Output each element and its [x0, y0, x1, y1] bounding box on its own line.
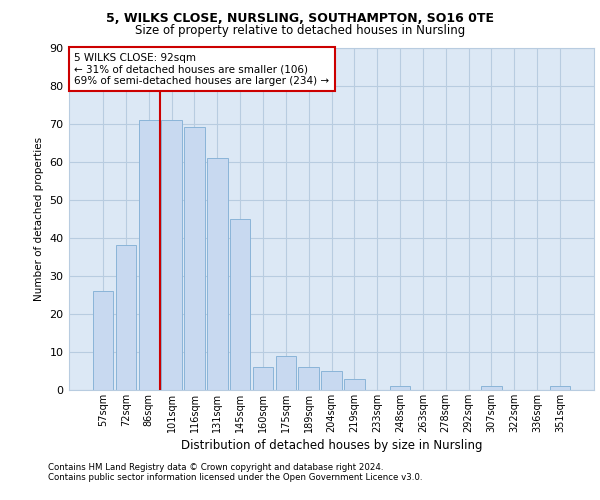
Text: 5, WILKS CLOSE, NURSLING, SOUTHAMPTON, SO16 0TE: 5, WILKS CLOSE, NURSLING, SOUTHAMPTON, S… [106, 12, 494, 26]
Bar [253, 367, 273, 390]
Bar [139, 120, 159, 390]
Bar [298, 367, 319, 390]
Bar [275, 356, 296, 390]
Bar [550, 386, 570, 390]
X-axis label: Distribution of detached houses by size in Nursling: Distribution of detached houses by size … [181, 439, 482, 452]
Text: Contains public sector information licensed under the Open Government Licence v3: Contains public sector information licen… [48, 474, 422, 482]
Text: 5 WILKS CLOSE: 92sqm
← 31% of detached houses are smaller (106)
69% of semi-deta: 5 WILKS CLOSE: 92sqm ← 31% of detached h… [74, 52, 329, 86]
Bar [481, 386, 502, 390]
Bar [321, 371, 342, 390]
Bar [230, 219, 250, 390]
Y-axis label: Number of detached properties: Number of detached properties [34, 136, 44, 301]
Bar [344, 378, 365, 390]
Bar [116, 246, 136, 390]
Bar [207, 158, 227, 390]
Text: Contains HM Land Registry data © Crown copyright and database right 2024.: Contains HM Land Registry data © Crown c… [48, 464, 383, 472]
Bar [390, 386, 410, 390]
Bar [161, 120, 182, 390]
Text: Size of property relative to detached houses in Nursling: Size of property relative to detached ho… [135, 24, 465, 37]
Bar [184, 128, 205, 390]
Bar [93, 291, 113, 390]
